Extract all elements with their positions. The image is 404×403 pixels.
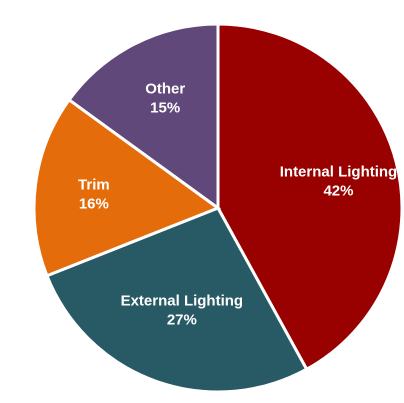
pie-slice-internal-lighting <box>216 22 404 372</box>
slice-label-trim: Trim <box>78 176 110 193</box>
slice-label-external-lighting: External Lighting <box>121 292 244 309</box>
pie-slice-trim <box>32 97 222 278</box>
pie-labels: Internal Lighting 42% External Lighting 27%… <box>78 81 397 329</box>
slice-label-internal-lighting: Internal Lighting <box>280 164 398 181</box>
pie-slices <box>32 22 404 394</box>
slice-label-other: Other <box>145 81 185 98</box>
slice-value-external-lighting: 27% <box>167 311 197 328</box>
pie-slice-external-lighting <box>44 206 309 394</box>
slice-value-other: 15% <box>150 100 180 117</box>
pie-slice-other <box>67 22 220 211</box>
slice-value-internal-lighting: 42% <box>323 183 353 200</box>
slice-value-trim: 16% <box>79 195 109 212</box>
